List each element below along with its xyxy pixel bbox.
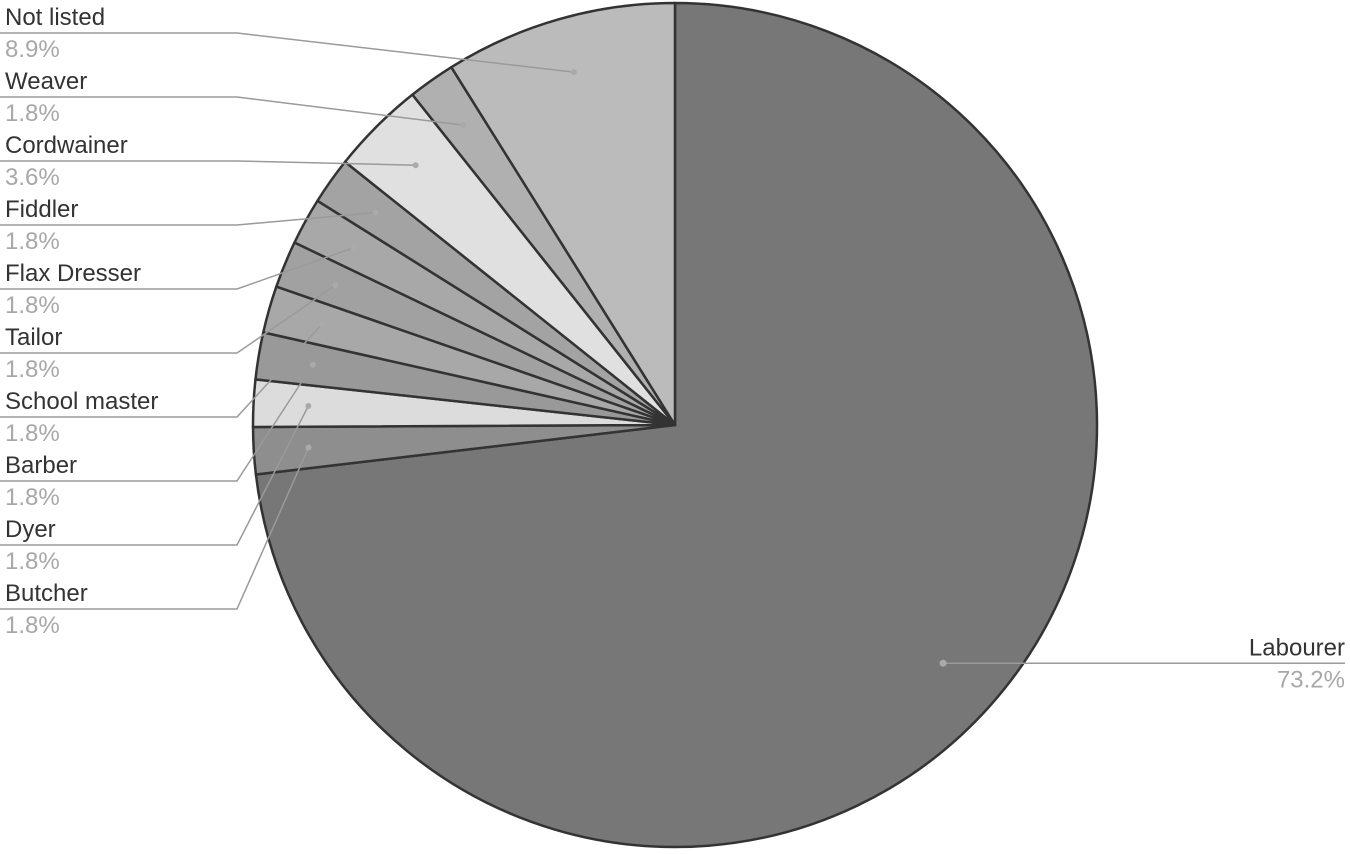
pie-slice-not-listed [450,1,677,427]
slice-label-flax-dresser: Flax Dresser [5,260,141,287]
slice-percent-flax-dresser: 1.8% [5,292,60,319]
slice-label-fiddler: Fiddler [5,196,78,223]
slice-percent-not-listed: 8.9% [5,36,60,63]
leader-line-cordwainer [0,160,416,166]
leader-line-flax-dresser [0,247,354,290]
slice-label-barber: Barber [5,452,77,479]
pie-slice-labourer [254,1,1099,849]
slice-percent-cordwainer: 3.6% [5,164,60,191]
slice-label-weaver: Weaver [5,68,87,95]
leader-dot-not-listed [570,69,577,76]
leader-lines [0,32,1345,667]
leader-dot-butcher [305,444,312,451]
slice-label-cordwainer: Cordwainer [5,132,128,159]
slice-percent-labourer: 73.2% [1277,666,1345,693]
leader-dot-labourer [939,659,947,667]
slice-label-tailor: Tailor [5,324,62,351]
pie-slices [251,1,1099,849]
leader-line-tailor [0,284,336,354]
slice-percent-dyer: 1.8% [5,548,60,575]
leader-line-not-listed [0,32,574,73]
slice-percent-butcher: 1.8% [5,612,60,639]
slice-percent-tailor: 1.8% [5,356,60,383]
leader-dot-tailor [332,282,339,289]
slice-percent-barber: 1.8% [5,484,60,511]
leader-line-butcher [0,447,310,610]
slice-label-butcher: Butcher [5,580,88,607]
slice-percent-school-master: 1.8% [5,420,60,447]
leader-dot-dyer [305,402,312,409]
slice-label-school-master: School master [5,388,158,415]
slice-percent-fiddler: 1.8% [5,228,60,255]
slice-labels: Not listed 8.9% Weaver 1.8% Cordwainer 3.6% Fi… [5,4,1345,693]
leader-dot-flax-dresser [350,244,357,251]
slice-label-not-listed: Not listed [5,4,105,31]
leader-dot-weaver [460,122,467,129]
slice-label-labourer: Labourer [1249,634,1345,661]
slice-label-dyer: Dyer [5,516,56,543]
leader-line-barber [0,364,314,482]
leader-dot-fiddler [372,209,379,216]
leader-dot-barber [309,361,316,368]
leader-line-school-master [0,323,323,418]
leader-dot-school-master [318,321,325,328]
leader-line-weaver [0,96,464,126]
leader-dot-cordwainer [412,162,419,169]
leader-line-dyer [0,405,310,546]
leader-line-fiddler [0,211,376,226]
slice-percent-weaver: 1.8% [5,100,60,127]
